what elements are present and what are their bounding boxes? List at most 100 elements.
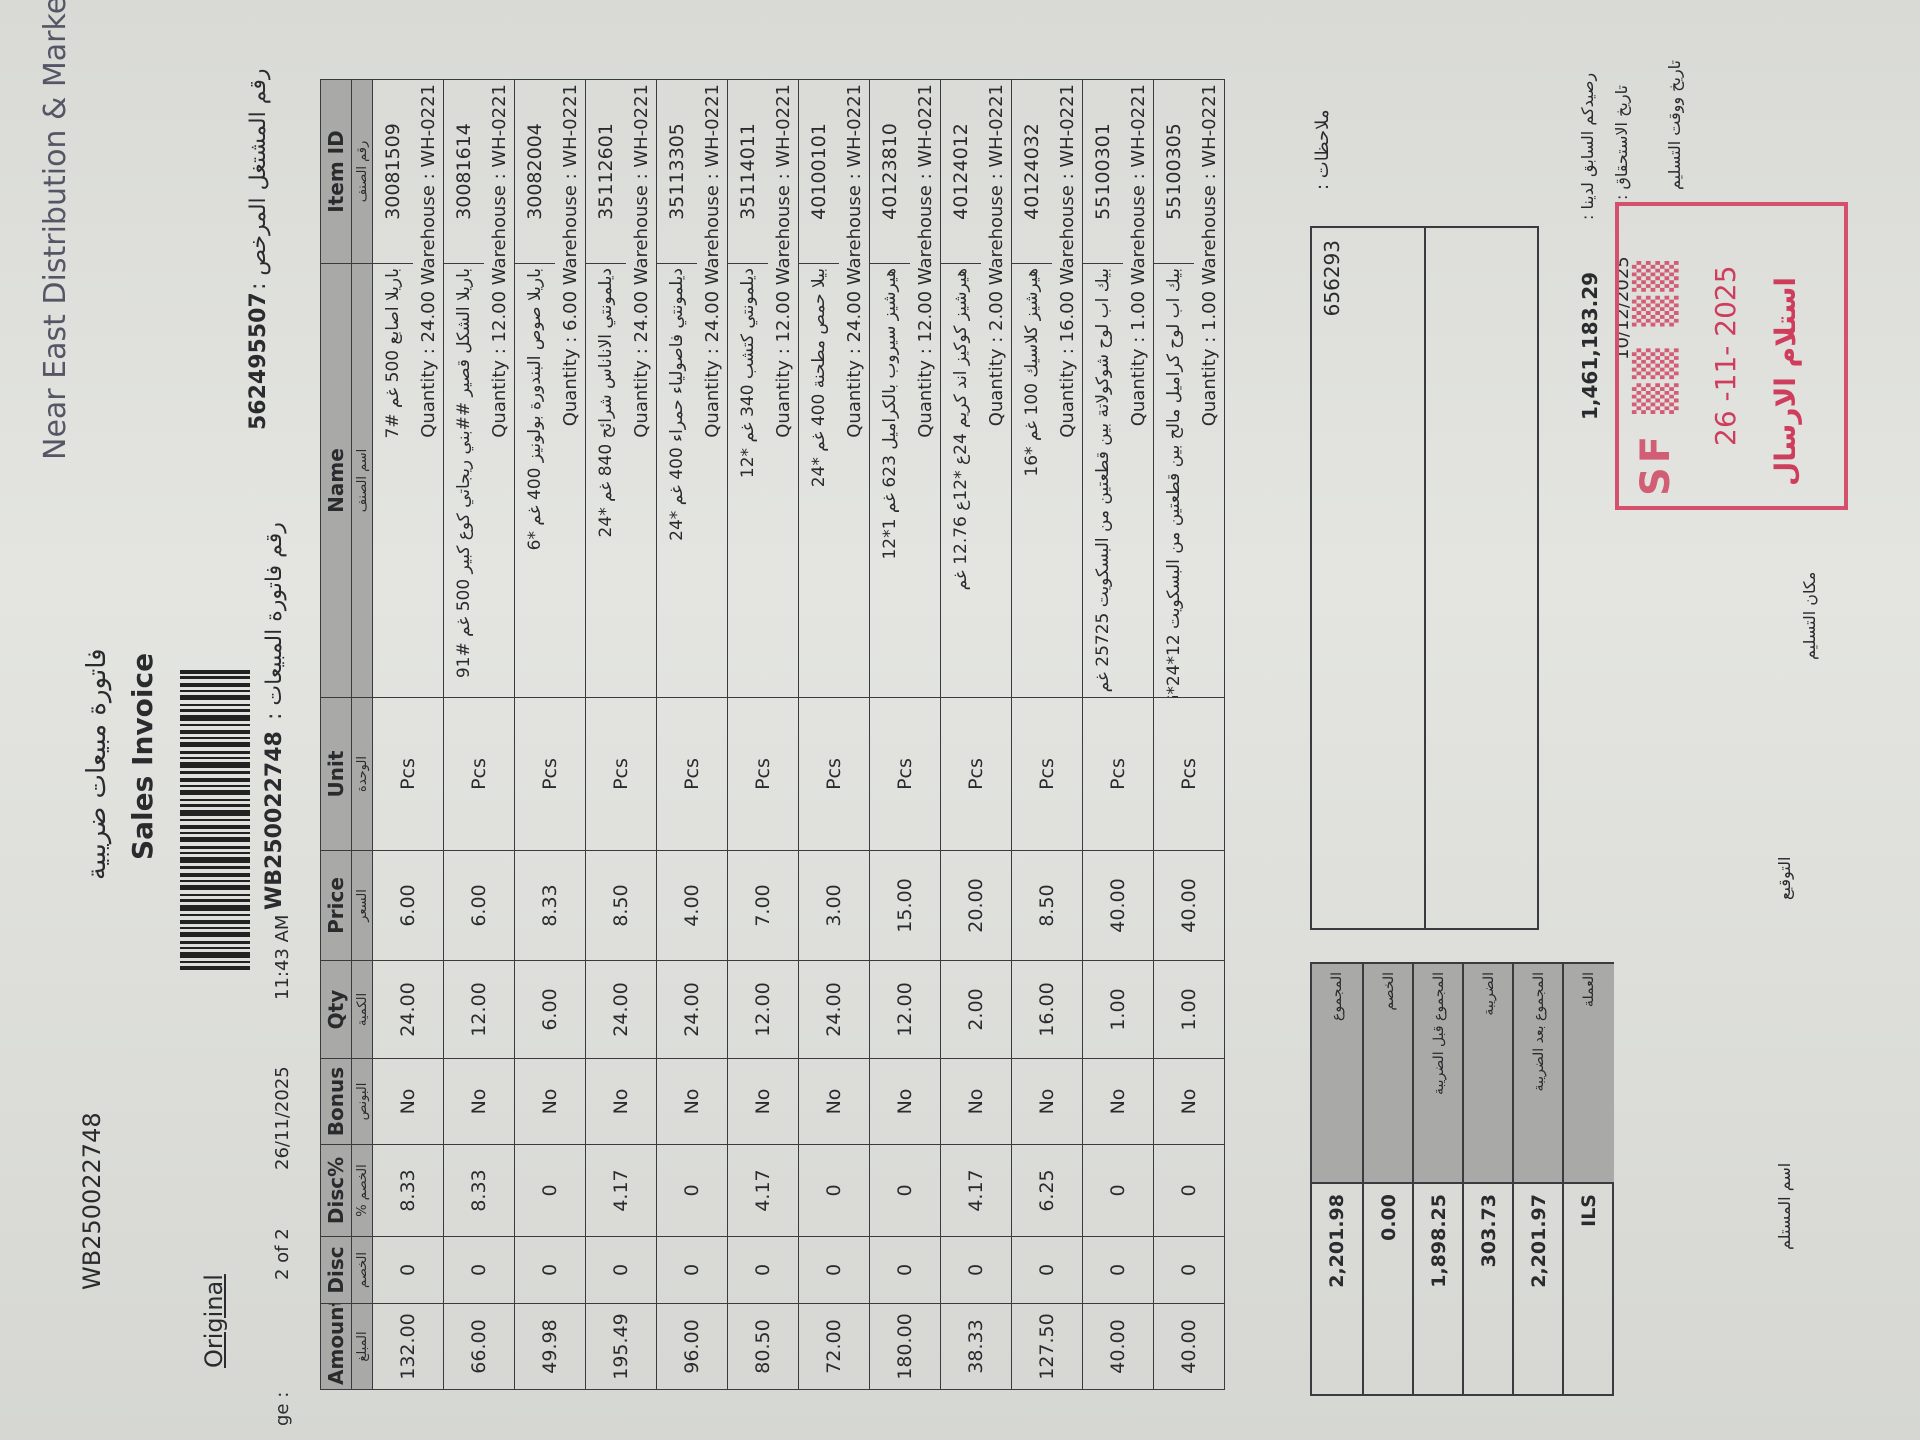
cell: 0 xyxy=(1011,1236,1083,1304)
cell: 24.00 xyxy=(798,960,870,1059)
totals-label: المجموع قبل الضريبة xyxy=(1414,964,1464,1184)
column-header-ar: الكمية xyxy=(351,960,373,1059)
item-detail: Quantity : 24.00 Warehouse : WH-0221 xyxy=(697,79,728,698)
cell: 127.50 xyxy=(1011,1303,1083,1390)
cell: 0 xyxy=(869,1236,941,1304)
page-label: ge : xyxy=(272,1391,293,1426)
cell: 0 xyxy=(585,1236,657,1304)
cell: 132.00 xyxy=(372,1303,444,1390)
totals-value: ILS xyxy=(1578,1194,1600,1227)
item-id: 35113305 xyxy=(656,79,697,264)
item-row: 72.00 0 0 No 24.00 3.00 Pcs بيلا حمص مطحنة 400 … xyxy=(798,79,870,1390)
cell: 0 xyxy=(656,1144,728,1237)
cell: 3.00 xyxy=(798,850,870,961)
cell: Pcs xyxy=(1082,697,1154,851)
items-table: Amount Disc Disc% Bonus Qty Price Unit Name Item… xyxy=(320,79,1225,1390)
item-name: هيرشيز سيروب بالكراميل 623 غم 1*12 xyxy=(869,263,910,698)
signature-label: التوقيع xyxy=(1775,856,1794,900)
cell: 8.50 xyxy=(585,850,657,961)
cell: 0 xyxy=(798,1144,870,1237)
cell: No xyxy=(798,1058,870,1145)
stamp-text: استلام الارسال xyxy=(1769,276,1802,486)
date: 26/11/2025 xyxy=(272,1066,293,1170)
item-id: 30081614 xyxy=(443,79,484,264)
cell: No xyxy=(1082,1058,1154,1145)
item-detail: Quantity : 16.00 Warehouse : WH-0221 xyxy=(1052,79,1083,698)
item-name: هيرشيز كوكيز اند كريم 24ع *12ع 12.76 غم xyxy=(940,263,981,698)
item-name: ديلمونتي الاناناس شرائح 840 غم *24 xyxy=(585,263,626,698)
column-header: Amount xyxy=(320,1303,352,1390)
item-id: 30082004 xyxy=(514,79,555,264)
cell: Pcs xyxy=(1153,697,1225,851)
item-id: 55100305 xyxy=(1153,79,1194,264)
cell: 4.17 xyxy=(585,1144,657,1237)
stamp-date: 26 -11- 2025 xyxy=(1709,265,1742,446)
cell: 66.00 xyxy=(443,1303,515,1390)
totals-row: 303.73 الضريبة xyxy=(1462,964,1514,1394)
stamp-place: مكان التسليم xyxy=(1800,571,1819,660)
cell: 0 xyxy=(1153,1236,1225,1304)
cell: 49.98 xyxy=(514,1303,586,1390)
cell: 12.00 xyxy=(869,960,941,1059)
notes-label: ملاحظات : xyxy=(1312,109,1333,191)
item-id: 40124032 xyxy=(1011,79,1052,264)
item-name: باريلا اصابع 500 غم #7 xyxy=(372,263,413,698)
totals-value: 0.00 xyxy=(1378,1194,1400,1241)
cell: 96.00 xyxy=(656,1303,728,1390)
item-id: 35112601 xyxy=(585,79,626,264)
totals-row: 1,898.25 المجموع قبل الضريبة xyxy=(1412,964,1464,1394)
cell: Pcs xyxy=(514,697,586,851)
totals-label: المجموع بعد الضريبة xyxy=(1514,964,1564,1184)
item-id: 35114011 xyxy=(727,79,768,264)
title: Sales Invoice xyxy=(126,652,159,860)
column-header-ar: الخصم xyxy=(351,1236,373,1304)
cell: No xyxy=(443,1058,515,1145)
cell: 0 xyxy=(514,1144,586,1237)
totals-label: الخصم xyxy=(1364,964,1414,1184)
cell: Pcs xyxy=(1011,697,1083,851)
cell: 195.49 xyxy=(585,1303,657,1390)
item-detail: Quantity : 6.00 Warehouse : WH-0221 xyxy=(555,79,586,698)
invoice-number: WB250022748 xyxy=(262,731,287,910)
item-name: باريلا الشكل قصير ##بني ريجاتي كوع كبير … xyxy=(443,263,484,698)
cell: No xyxy=(514,1058,586,1145)
cell: 8.50 xyxy=(1011,850,1083,961)
cell: Pcs xyxy=(443,697,515,851)
cell: 24.00 xyxy=(372,960,444,1059)
cell: 80.50 xyxy=(727,1303,799,1390)
item-name: بيك اب لوح كراميل مالح بين قطعتين من الب… xyxy=(1153,263,1194,698)
totals-value: 2,201.98 xyxy=(1326,1194,1348,1288)
cell: No xyxy=(1011,1058,1083,1145)
item-name: ديلمونتي كتشب 340 غم *12 xyxy=(727,263,768,698)
column-header-ar: الوحدة xyxy=(351,697,373,851)
column-header: Disc% xyxy=(320,1144,352,1237)
column-header: Disc xyxy=(320,1236,352,1304)
cell: 0 xyxy=(798,1236,870,1304)
tax-id: 562495507 xyxy=(246,292,271,430)
cell: 6.00 xyxy=(514,960,586,1059)
column-header-ar: اسم الصنف xyxy=(351,263,373,698)
cell: 0 xyxy=(940,1236,1012,1304)
cell: No xyxy=(869,1058,941,1145)
item-name: بيك اب لوح شوكولاتة بين قطعتين من البسكو… xyxy=(1082,263,1123,698)
header-row-ar: المبلغ الخصم% الخصم البونص الكمية السعر الوحد… xyxy=(351,79,373,1390)
cell: 40.00 xyxy=(1082,1303,1154,1390)
cell: No xyxy=(585,1058,657,1145)
cell: No xyxy=(940,1058,1012,1145)
cell: 6.00 xyxy=(443,850,515,961)
totals-value: 1,898.25 xyxy=(1428,1194,1450,1288)
item-id: 30081509 xyxy=(372,79,413,264)
item-row: 49.98 0 0 No 6.00 8.33 Pcs باريلا صوص البندورة … xyxy=(514,79,586,1390)
totals-label: الضريبة xyxy=(1464,964,1514,1184)
cell: 12.00 xyxy=(727,960,799,1059)
cell: No xyxy=(372,1058,444,1145)
cell: 180.00 xyxy=(869,1303,941,1390)
cell: 6.25 xyxy=(1011,1144,1083,1237)
cell: 0 xyxy=(727,1236,799,1304)
cell: 20.00 xyxy=(940,850,1012,961)
cell: 15.00 xyxy=(869,850,941,961)
item-row: 180.00 0 0 No 12.00 15.00 Pcs هيرشيز سيروب بالك… xyxy=(869,79,941,1390)
cell: Pcs xyxy=(798,697,870,851)
column-header-ar: % الخصم xyxy=(351,1144,373,1237)
column-header-ar: رقم الصنف xyxy=(351,79,373,264)
